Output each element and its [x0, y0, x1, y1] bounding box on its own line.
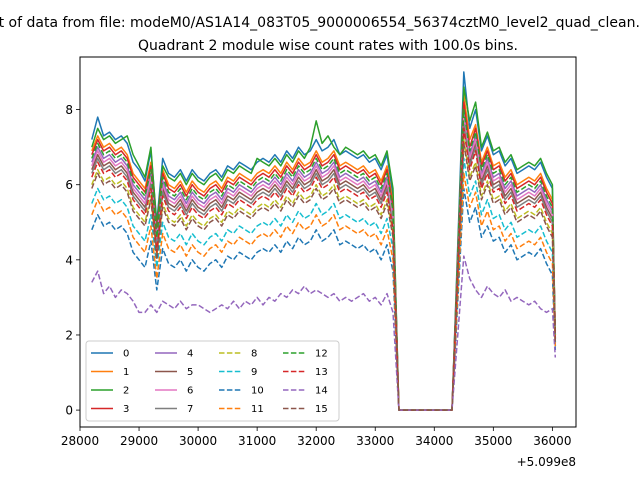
- legend-label-7: 7: [187, 404, 193, 415]
- legend-label-11: 11: [251, 404, 264, 415]
- x-tick-label: 29000: [120, 434, 158, 448]
- legend-label-5: 5: [187, 367, 193, 378]
- legend-label-0: 0: [123, 349, 129, 360]
- chart-suptitle: Plot of data from file: modeM0/AS1A14_08…: [0, 15, 640, 31]
- legend-label-10: 10: [251, 386, 264, 397]
- x-offset-text: +5.099e8: [517, 455, 576, 469]
- legend-label-1: 1: [123, 367, 129, 378]
- y-tick-label: 2: [65, 328, 73, 342]
- x-tick-label: 33000: [356, 434, 394, 448]
- series-line-9: [91, 157, 557, 411]
- y-tick-label: 0: [65, 404, 73, 418]
- legend-label-12: 12: [315, 349, 328, 360]
- legend-label-9: 9: [251, 367, 257, 378]
- x-tick-label: 35000: [474, 434, 512, 448]
- legend-label-14: 14: [315, 386, 328, 397]
- series-layer: [91, 71, 557, 411]
- series-line-15: [91, 142, 557, 411]
- y-tick-label: 6: [65, 178, 73, 192]
- x-tick-label: 34000: [415, 434, 453, 448]
- series-line-13: [91, 127, 557, 411]
- legend-label-15: 15: [315, 404, 328, 415]
- legend-label-2: 2: [123, 386, 129, 397]
- plot-frame: [79, 56, 577, 428]
- series-line-11: [91, 172, 557, 411]
- x-tick-label: 31000: [238, 434, 276, 448]
- legend-label-8: 8: [251, 349, 257, 360]
- legend-label-4: 4: [187, 349, 193, 360]
- legend-label-13: 13: [315, 367, 328, 378]
- legend-label-6: 6: [187, 386, 193, 397]
- series-line-12: [91, 108, 557, 411]
- chart-title: Quadrant 2 module wise count rates with …: [138, 38, 518, 54]
- x-tick-label: 28000: [61, 434, 99, 448]
- y-axis: 0 2 4 6 8: [65, 103, 80, 418]
- series-line-14: [91, 255, 557, 411]
- legend-box: [85, 340, 340, 422]
- x-tick-label: 30000: [179, 434, 217, 448]
- legend-label-3: 3: [123, 404, 129, 415]
- y-tick-label: 8: [65, 103, 73, 117]
- x-tick-label: 36000: [533, 434, 571, 448]
- x-tick-label: 32000: [297, 434, 335, 448]
- x-axis: 28000 29000 30000 31000 32000 33000 34000 35000…: [61, 427, 571, 448]
- y-tick-label: 4: [65, 253, 73, 267]
